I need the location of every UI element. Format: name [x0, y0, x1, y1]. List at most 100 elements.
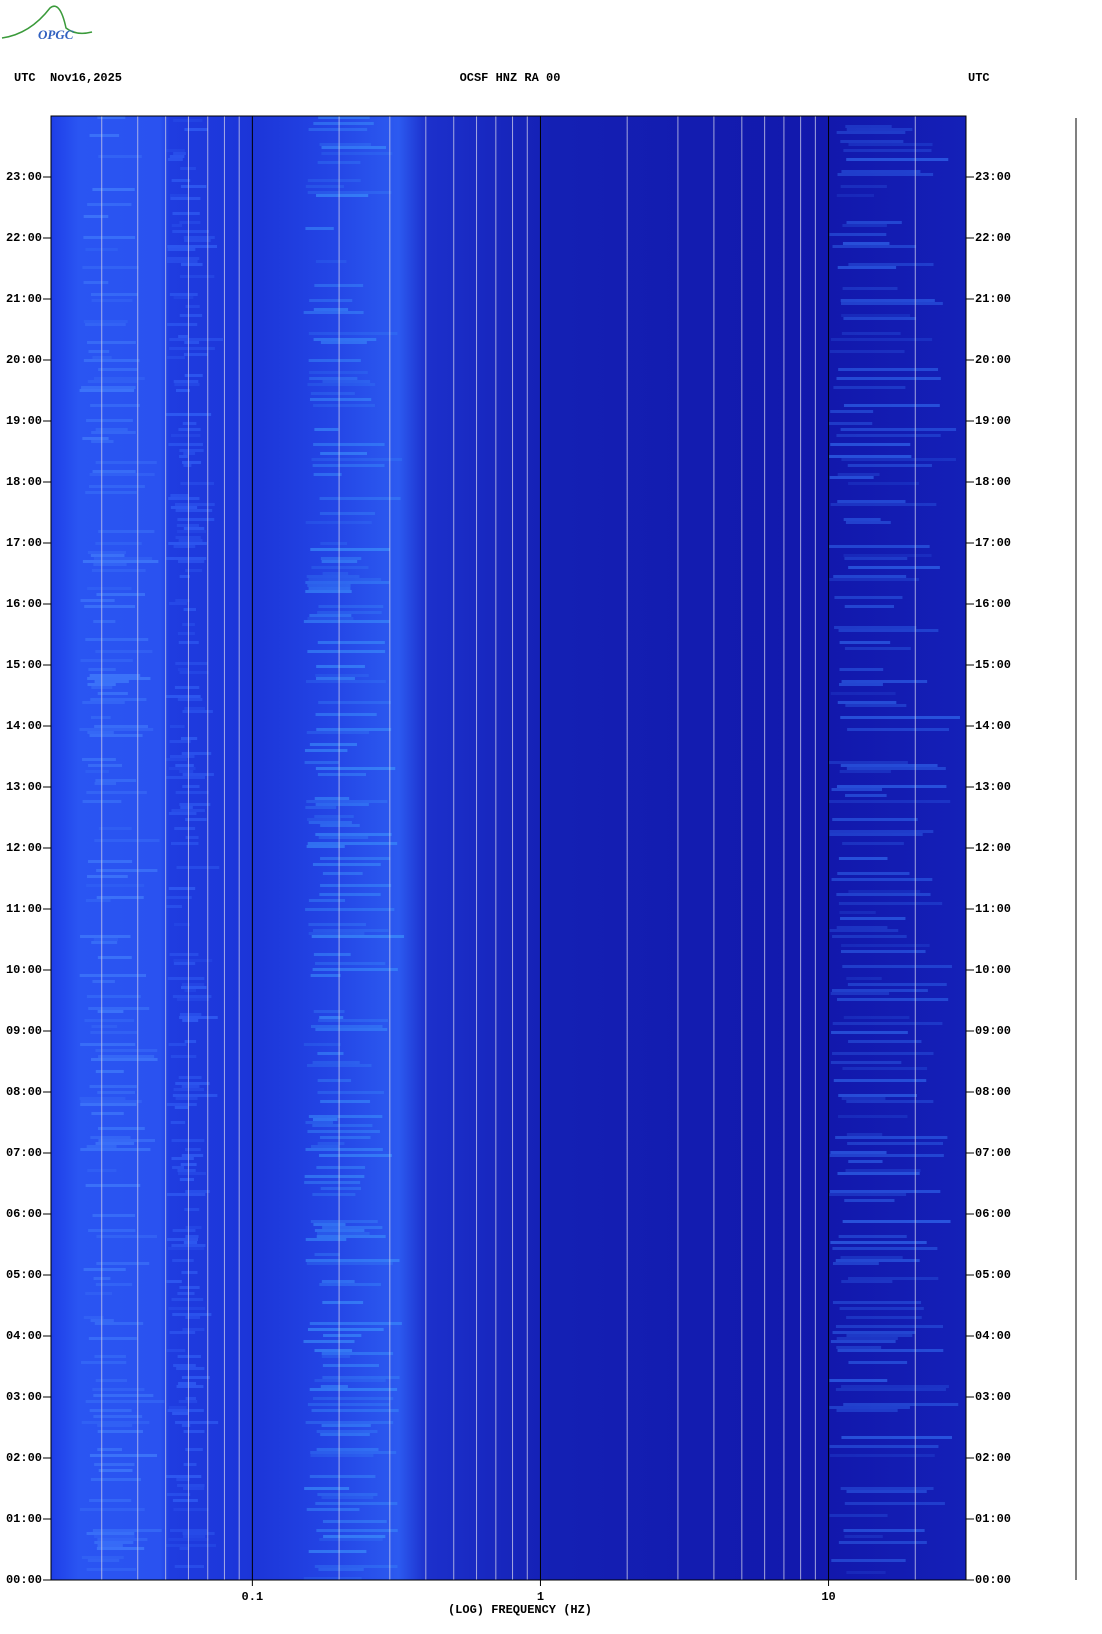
streak: [98, 1469, 133, 1472]
streak: [308, 923, 366, 926]
streak: [183, 1241, 198, 1244]
y-tick-label-right: 20:00: [975, 353, 1011, 367]
streak: [177, 560, 205, 563]
streak: [79, 389, 135, 392]
streak: [842, 842, 904, 845]
y-tick-label-right: 16:00: [975, 597, 1011, 611]
streak: [840, 428, 957, 431]
streak: [307, 191, 392, 194]
streak: [184, 1208, 200, 1211]
streak: [86, 1532, 135, 1535]
streak: [832, 1262, 879, 1265]
streak: [840, 185, 887, 188]
streak: [90, 1478, 142, 1481]
streak: [841, 170, 921, 173]
streak: [829, 1379, 888, 1382]
streak: [307, 818, 341, 821]
streak: [166, 1193, 206, 1196]
streak: [180, 806, 193, 809]
streak: [91, 941, 118, 944]
streak: [833, 575, 907, 578]
streak: [97, 116, 126, 119]
streak: [843, 518, 881, 521]
streak: [85, 1184, 141, 1187]
streak: [172, 212, 200, 215]
streak: [836, 1337, 898, 1340]
streak: [176, 1478, 190, 1481]
streak: [169, 740, 191, 743]
streak: [81, 1361, 127, 1364]
streak: [93, 1394, 154, 1397]
streak: [319, 1136, 371, 1139]
streak: [829, 1514, 888, 1517]
streak: [842, 242, 890, 245]
streak: [308, 1550, 367, 1553]
streak: [184, 341, 200, 344]
streak: [95, 1142, 135, 1145]
streak: [311, 458, 403, 461]
y-tick-label: 11:00: [6, 902, 42, 916]
streak: [166, 905, 182, 908]
streak: [320, 452, 368, 455]
streak: [832, 1301, 922, 1304]
streak: [308, 1115, 383, 1118]
streak: [169, 953, 199, 956]
streak: [87, 677, 151, 680]
streak: [95, 650, 153, 653]
streak: [97, 1538, 148, 1541]
streak: [92, 1529, 162, 1532]
streak: [845, 794, 887, 797]
streak: [841, 680, 928, 683]
streak: [177, 1169, 196, 1172]
streak: [831, 989, 928, 992]
streak: [320, 857, 391, 860]
streak: [95, 779, 137, 782]
streak: [175, 389, 190, 392]
streak: [316, 665, 365, 668]
streak: [166, 257, 200, 260]
streak: [88, 1229, 136, 1232]
streak: [837, 1172, 920, 1175]
streak: [172, 1313, 212, 1316]
streak: [97, 1424, 133, 1427]
streak: [848, 890, 921, 893]
y-tick-label-right: 22:00: [975, 231, 1011, 245]
streak: [843, 404, 940, 407]
streak: [313, 1010, 345, 1013]
streak: [838, 1235, 907, 1238]
streak: [179, 221, 201, 224]
streak: [842, 1220, 951, 1223]
streak: [832, 1247, 938, 1250]
streak: [315, 677, 355, 680]
streak: [92, 470, 136, 473]
streak: [317, 1091, 385, 1094]
streak: [84, 605, 136, 608]
streak: [182, 710, 213, 713]
streak: [83, 320, 128, 323]
streak: [835, 1259, 920, 1262]
streak: [86, 791, 147, 794]
streak: [184, 989, 197, 992]
streak: [87, 203, 132, 206]
streak: [311, 566, 369, 569]
streak: [321, 1424, 371, 1427]
streak: [846, 767, 946, 770]
streak: [168, 443, 203, 446]
streak: [313, 338, 377, 341]
streak: [831, 788, 883, 791]
streak: [305, 1421, 394, 1424]
streak: [323, 1535, 386, 1538]
streak: [840, 950, 926, 953]
streak: [304, 1175, 365, 1178]
streak: [308, 821, 352, 824]
y-tick-label: 22:00: [6, 231, 42, 245]
streak: [828, 455, 912, 458]
y-tick-label: 03:00: [6, 1390, 42, 1404]
streak: [180, 737, 198, 740]
streak: [307, 179, 361, 182]
streak: [172, 230, 209, 233]
streak: [88, 350, 110, 353]
streak: [94, 1535, 135, 1538]
streak: [179, 1016, 218, 1019]
streak: [173, 962, 196, 965]
